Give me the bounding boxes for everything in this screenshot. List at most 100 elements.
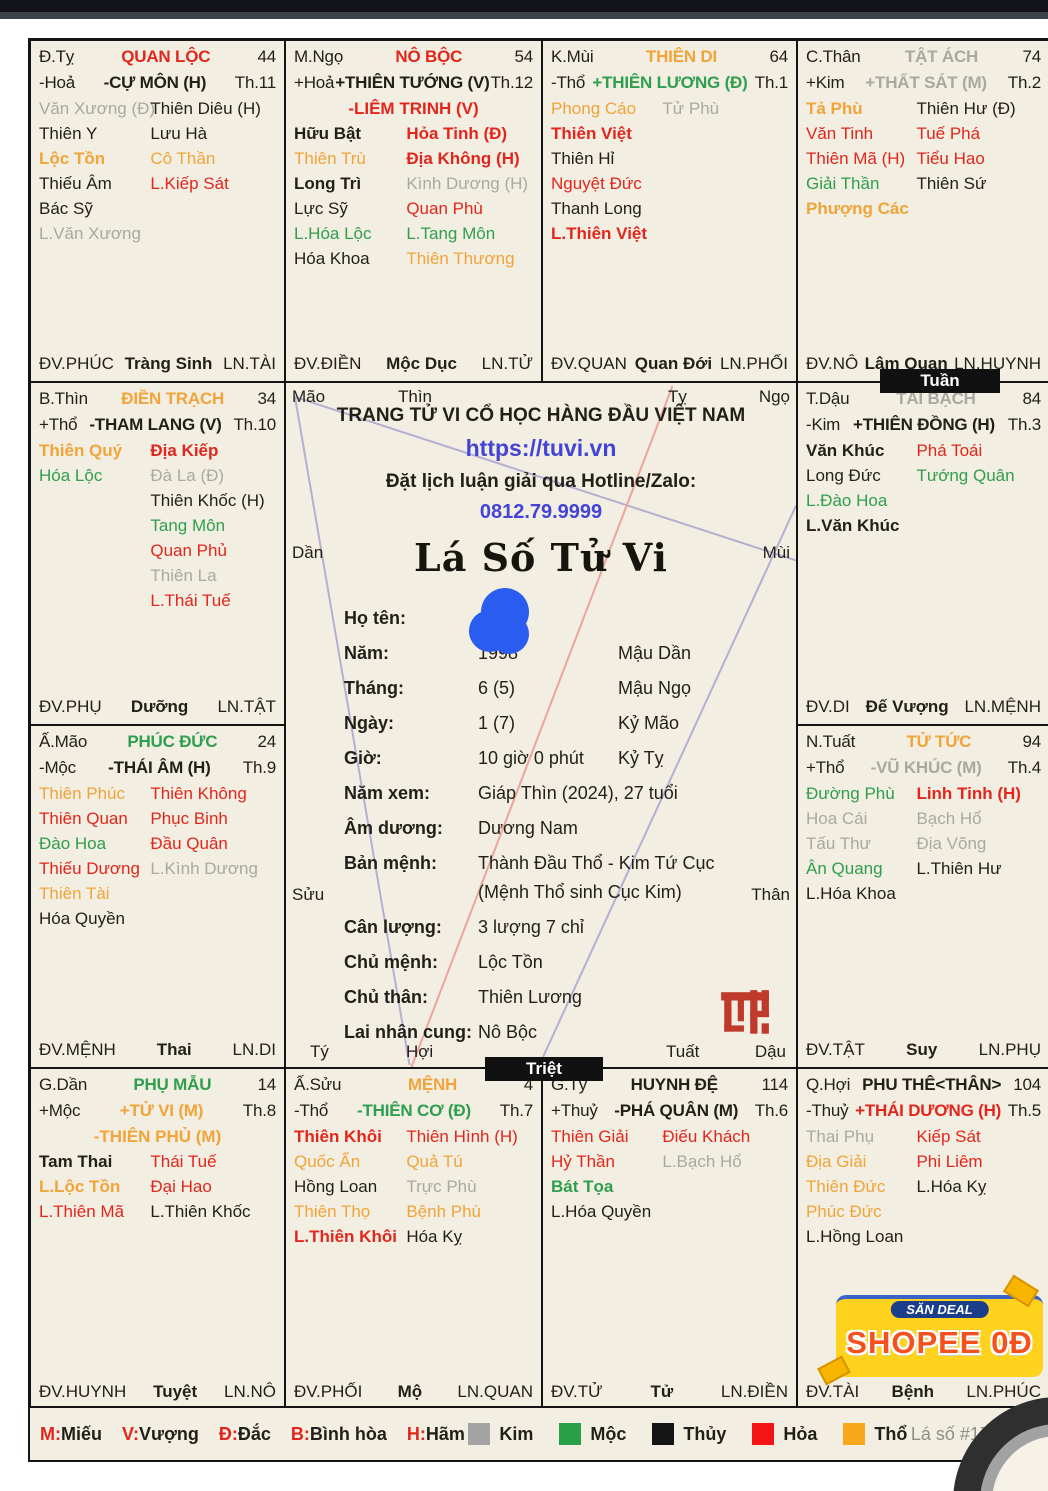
star-column-left: Phong Cáo Thiên Việt Thiên Hỉ Nguyệt Đức Tha… xyxy=(551,96,662,246)
star-label: Hóa Quyền xyxy=(39,909,125,928)
palace-name: TÀI BẠCH xyxy=(896,389,976,408)
chart-title: Lá Số Tử Vi xyxy=(414,535,668,580)
star-label: Thiên Hình (H) xyxy=(406,1127,518,1146)
th-label: Th.10 xyxy=(233,415,277,434)
branch-label-ngo: Ngọ xyxy=(758,387,790,406)
star-label: Đại Hao xyxy=(150,1177,212,1196)
cell-header: G.Dần PHỤ MẪU 14 xyxy=(39,1072,276,1098)
star-label: Hỏa Tinh (Đ) xyxy=(406,124,508,143)
cell-header: M.Ngọ NÔ BỘC 54 xyxy=(294,44,533,70)
star-label: Đường Phù xyxy=(806,784,895,803)
life-stage-label: Thai xyxy=(156,1040,192,1059)
th-label: Th.3 xyxy=(1007,415,1041,434)
th-label: Th.1 xyxy=(754,73,788,92)
name-redaction-scribble xyxy=(469,588,539,656)
star-label: Địa Giải xyxy=(806,1152,867,1171)
life-stage-label: Mộc Dục xyxy=(386,354,457,373)
cell-footer: ĐV.MỆNH Thai LN.DI xyxy=(39,1040,276,1060)
shopee-ad-banner[interactable]: SĂN DEAL SHOPEE 0Đ xyxy=(836,1295,1043,1377)
main-star: -PHÁ QUÂN (M) xyxy=(614,1101,739,1120)
star-label: Thanh Long xyxy=(551,199,642,218)
star-label: Giải Thần xyxy=(806,174,880,193)
info-value: Thành Đầu Thổ - Kim Tứ Cục xyxy=(478,853,715,873)
palace-cell-thien-di: K.Mùi THIÊN DI 64 -Thổ +THIÊN LƯƠNG (Đ) Th.1 P… xyxy=(542,40,797,382)
star-label: Thiên Quý xyxy=(39,441,123,460)
palace-name: MỆNH xyxy=(407,1075,458,1094)
star-label: Long Đức xyxy=(806,466,881,485)
hotline-label: Đặt lịch luận giải qua Hotline/Zalo: xyxy=(385,471,697,492)
brightness-key: M: xyxy=(40,1423,61,1444)
site-url-link[interactable]: https://tuvi.vn xyxy=(465,435,617,461)
cell-subheader: -Kim +THIÊN ĐỒNG (H) Th.3 xyxy=(806,412,1041,438)
element-legend-label: Mộc xyxy=(590,1423,627,1444)
dai-van-label: ĐV.PHÚC xyxy=(39,354,114,373)
star-label: Thiên Hỉ xyxy=(551,149,615,168)
star-label: Bạch Hổ xyxy=(916,809,982,828)
star-column-left: Tả Phù Văn Tinh Thiên Mã (H) Giải Thần Phượn… xyxy=(806,96,916,221)
star-label: Long Trì xyxy=(294,174,362,193)
th-label: Th.5 xyxy=(1007,1101,1041,1120)
star-label: Thiên Sứ xyxy=(916,174,987,193)
palace-name: ĐIỀN TRẠCH xyxy=(121,389,225,408)
info-label: Năm xem: xyxy=(344,783,431,803)
palace-number: 34 xyxy=(257,389,276,408)
star-label: L.Hóa Quyền xyxy=(551,1202,652,1221)
main-star: +THẤT SÁT (M) xyxy=(865,73,987,92)
star-label: Bệnh Phù xyxy=(406,1202,482,1221)
cell-header: Q.Hợi PHU THÊ<THÂN> 104 xyxy=(806,1072,1041,1098)
info-extra: Kỷ Tỵ xyxy=(618,748,664,768)
brightness-legend-item: V:Vượng xyxy=(122,1424,199,1445)
star-column-right: Điếu Khách L.Bạch Hổ xyxy=(662,1124,788,1224)
star-label: Ân Quang xyxy=(806,859,883,878)
cell-header: Ấ.Sửu MỆNH 4 xyxy=(294,1072,533,1098)
center-panel: Mão Thìn Tỵ Ngọ Dần Mùi Sửu Thân Tý Hợi … xyxy=(285,382,797,1068)
palace-number: 14 xyxy=(257,1075,276,1094)
element-label: +Thổ xyxy=(806,758,845,777)
hotline-number[interactable]: 0812.79.9999 xyxy=(479,501,603,523)
info-extra: Mậu Dần xyxy=(618,643,692,663)
main-star: +THIÊN ĐỒNG (H) xyxy=(852,415,995,434)
star-label: Thiên Phúc xyxy=(39,784,125,803)
main-star: +TỬ VI (M) xyxy=(119,1101,204,1120)
elements-legend: Kim Mộc Thủy Hỏa Thổ xyxy=(468,1423,907,1445)
cell-subheader: -Mộc -THÁI ÂM (H) Th.9 xyxy=(39,755,276,781)
star-column-right: Địa Kiếp Đà La (Đ) Thiên Khốc (H) Tang Môn Q… xyxy=(150,438,276,613)
star-label: L.Đào Hoa xyxy=(806,491,888,510)
star-column-left: Thiên Giải Hỷ Thần Bát Tọa L.Hóa Quyền xyxy=(551,1124,662,1224)
star-list: Thiên Giải Hỷ Thần Bát Tọa L.Hóa Quyền Điếu … xyxy=(551,1124,788,1224)
palace-number: 94 xyxy=(1022,732,1041,751)
th-label: Th.9 xyxy=(242,758,276,777)
element-legend-item: Thủy xyxy=(652,1423,726,1445)
star-label: Hóa Khoa xyxy=(294,249,370,268)
star-label: L.Thiên Khốc xyxy=(150,1202,251,1221)
star-label: Thiên La xyxy=(150,566,217,585)
brightness-key: H: xyxy=(406,1423,426,1444)
star-label: Văn Khúc xyxy=(806,441,885,460)
element-color-swatch xyxy=(559,1423,582,1445)
star-label: L.Thiên Hư xyxy=(916,859,1002,878)
palace-name: NÔ BỘC xyxy=(395,47,463,66)
brightness-label: Miếu xyxy=(61,1423,103,1444)
palace-name: PHỤ MẪU xyxy=(133,1075,212,1094)
luu-nien-label: LN.PHỤ xyxy=(978,1040,1041,1059)
element-color-swatch xyxy=(752,1423,775,1445)
info-value: Nô Bộc xyxy=(478,1022,538,1042)
element-label: +Thổ xyxy=(39,415,78,434)
star-list: Đường Phù Hoa Cái Tấu Thư Ân Quang L.Hóa Kho… xyxy=(806,781,1041,906)
info-row: Năm xem: Giáp Thìn (2024), 27 tuổi xyxy=(286,776,796,811)
branch-stem-label: T.Dậu xyxy=(806,389,850,408)
element-label: +Hoả xyxy=(294,73,335,92)
branch-stem-label: Q.Hợi xyxy=(806,1075,851,1094)
palace-name: TỬ TỨC xyxy=(906,732,972,751)
info-value: 3 lượng 7 chỉ xyxy=(478,917,584,937)
cell-subheader: +Thuỷ -PHÁ QUÂN (M) Th.6 xyxy=(551,1098,788,1124)
cell-footer: ĐV.PHỐI Mộ LN.QUAN xyxy=(294,1382,533,1402)
star-column-right: Hỏa Tinh (Đ) Địa Không (H) Kình Dương (H) Q… xyxy=(406,121,533,271)
star-column-left: Thai Phụ Địa Giải Thiên Đức Phúc Đức L.Hồng … xyxy=(806,1124,916,1249)
element-label: -Thổ xyxy=(551,73,586,92)
star-label: Hoa Cái xyxy=(806,809,868,828)
life-stage-label: Lâm Quan xyxy=(864,354,948,373)
palace-cell-dien-trach: B.Thìn ĐIỀN TRẠCH 34 +Thổ -THAM LANG (V) Th.1… xyxy=(30,382,285,725)
brightness-legend-item: M:Miếu xyxy=(40,1424,102,1445)
star-label: L.Hóa Khoa xyxy=(806,884,896,903)
